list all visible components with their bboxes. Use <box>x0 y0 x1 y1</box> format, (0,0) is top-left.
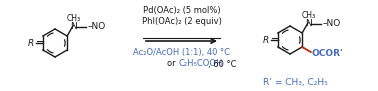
Text: –NO: –NO <box>87 22 105 31</box>
Text: , 60 °C: , 60 °C <box>209 60 237 69</box>
Text: R’ = CH₃, C₂H₅: R’ = CH₃, C₂H₅ <box>263 78 327 87</box>
Text: C₂H₅COOH: C₂H₅COOH <box>178 60 223 69</box>
Text: or: or <box>167 60 178 69</box>
Text: R: R <box>263 36 269 45</box>
Text: PhI(OAc)₂ (2 equiv): PhI(OAc)₂ (2 equiv) <box>142 17 222 26</box>
Text: Pd(OAc)₂ (5 mol%): Pd(OAc)₂ (5 mol%) <box>143 5 220 14</box>
Text: CH₃: CH₃ <box>302 11 316 20</box>
Text: N: N <box>70 22 76 31</box>
Text: Ac₂O/AcOH (1:1), 40 °C: Ac₂O/AcOH (1:1), 40 °C <box>133 49 230 58</box>
Text: CH₃: CH₃ <box>67 14 81 23</box>
Text: R: R <box>28 39 34 48</box>
Text: OCOR': OCOR' <box>312 49 344 58</box>
Text: –NO: –NO <box>322 19 340 28</box>
Text: N: N <box>305 19 311 28</box>
